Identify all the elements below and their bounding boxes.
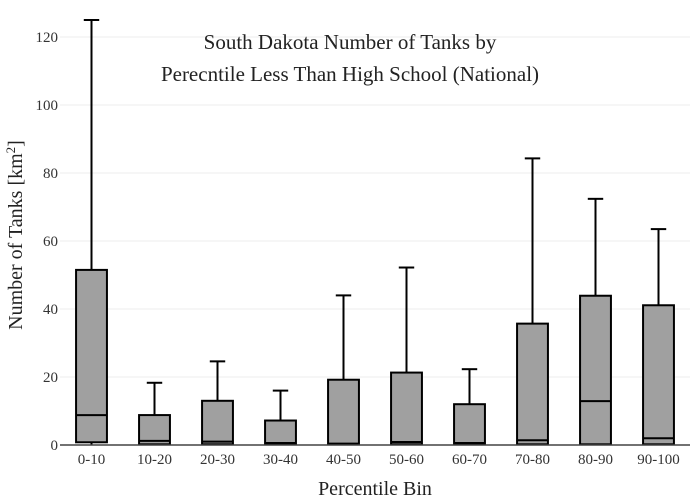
x-tick-label: 10-20 [137,452,172,468]
box-90-100 [642,228,675,446]
box-iqr [201,399,234,446]
x-tick-label: 80-90 [578,452,613,468]
x-tick-label: 20-30 [200,452,235,468]
box-iqr [642,304,675,446]
box-iqr [327,378,360,446]
y-tick-label: 20 [43,370,58,386]
box-80-90 [579,197,612,446]
y-tick-label: 60 [43,234,58,250]
x-tick-label: 30-40 [263,452,298,468]
x-axis-ticks: 0-10 10-20 20-30 30-40 40-50 50-60 60-70 70-80 8… [78,452,680,468]
box-iqr [75,268,108,444]
box-70-80 [516,157,549,446]
box-iqr [579,294,612,446]
x-tick-label: 0-10 [78,452,106,468]
box-iqr [453,403,486,446]
x-tick-label: 40-50 [326,452,361,468]
box-60-70 [453,368,486,446]
y-axis-title-main: Number of Tanks [km [5,153,27,330]
box-10-20 [138,381,171,446]
x-tick-label: 70-80 [515,452,550,468]
box-0-10 [75,19,108,445]
box-series [75,19,675,446]
y-tick-label: 80 [43,166,58,182]
chart-title-line-2: Perecntile Less Than High School (Nation… [160,62,540,86]
y-axis-title-close: ] [5,140,27,147]
box-40-50 [327,294,360,446]
box-iqr [390,371,423,446]
y-tick-label: 120 [36,30,59,46]
x-tick-label: 90-100 [637,452,680,468]
y-tick-label: 40 [43,302,58,318]
y-axis-title-superscript: 2 [3,147,18,154]
box-20-30 [201,360,234,446]
x-tick-label: 50-60 [389,452,424,468]
y-tick-label: 100 [36,98,59,114]
x-tick-label: 60-70 [452,452,487,468]
x-axis-title: Percentile Bin [318,478,432,500]
box-50-60 [390,266,423,446]
box-30-40 [264,389,297,446]
box-iqr [138,414,171,446]
y-tick-label: 0 [51,438,59,454]
y-axis-ticks: 0 20 40 60 80 100 120 [36,30,59,454]
y-axis-title: Number of Tanks [km2] [3,140,28,330]
chart-title-line-1: South Dakota Number of Tanks by [203,30,497,54]
box-iqr [516,322,549,446]
box-iqr [264,419,297,446]
